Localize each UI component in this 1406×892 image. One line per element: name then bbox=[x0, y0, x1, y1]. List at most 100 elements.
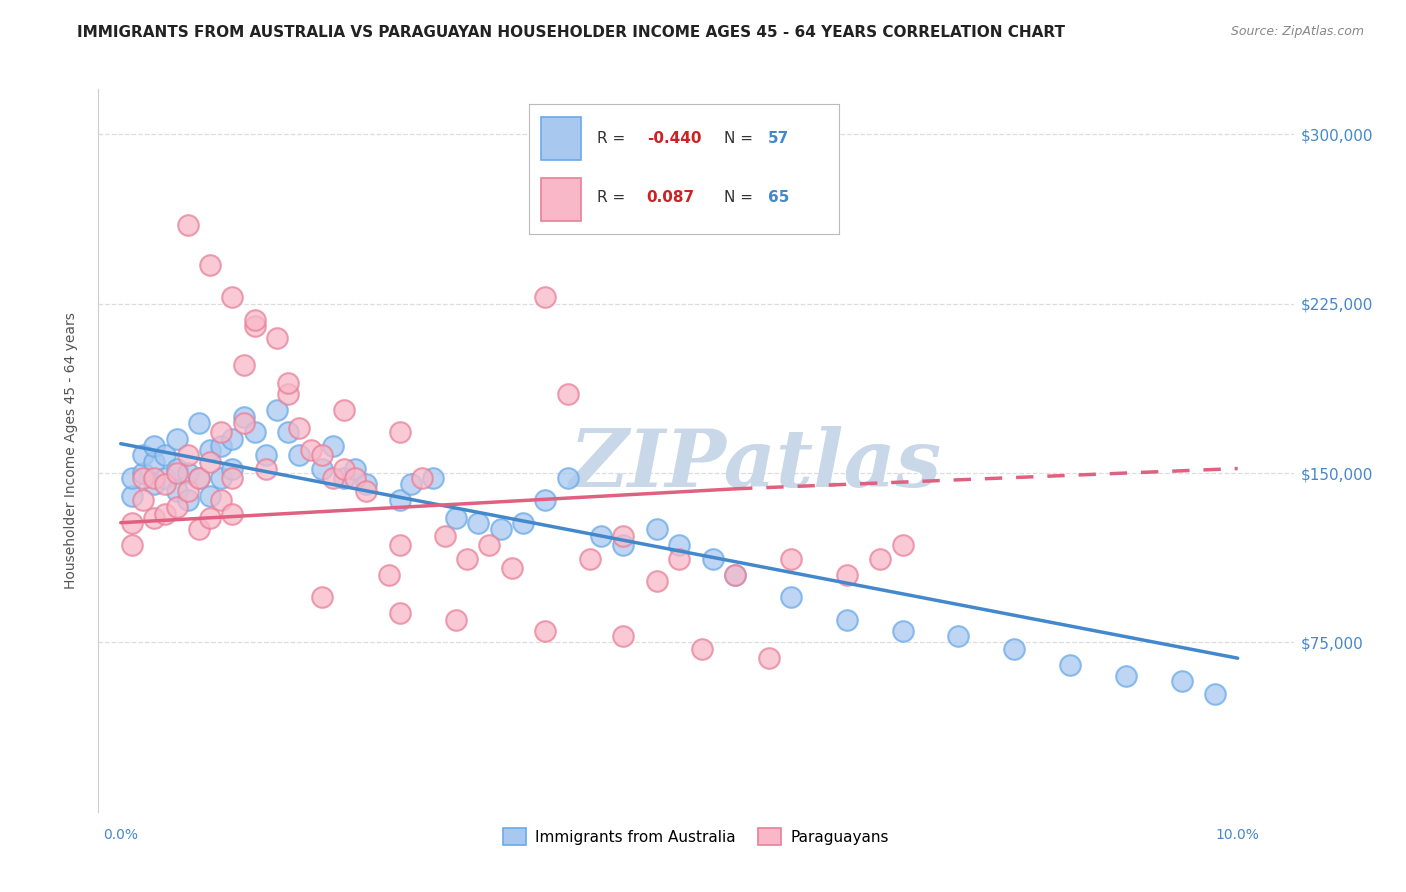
Point bbox=[187, 523, 209, 537]
Point bbox=[311, 591, 333, 605]
Point bbox=[121, 470, 143, 484]
Point bbox=[177, 448, 200, 462]
Point bbox=[198, 443, 221, 458]
Point bbox=[177, 484, 200, 499]
Point bbox=[612, 629, 634, 643]
Point bbox=[891, 624, 914, 639]
Point bbox=[166, 461, 188, 475]
Point bbox=[378, 567, 401, 582]
Point bbox=[143, 455, 166, 469]
Point bbox=[243, 425, 266, 440]
Point bbox=[668, 551, 690, 566]
Text: ZIPatlas: ZIPatlas bbox=[569, 426, 942, 504]
Point bbox=[198, 258, 221, 272]
Point bbox=[645, 523, 668, 537]
Point bbox=[155, 507, 177, 521]
Point bbox=[187, 417, 209, 431]
Point bbox=[288, 421, 311, 435]
Point bbox=[1002, 642, 1025, 657]
Point bbox=[557, 470, 579, 484]
Point bbox=[143, 470, 166, 484]
Point bbox=[198, 489, 221, 503]
Point bbox=[1059, 657, 1081, 672]
Point bbox=[209, 425, 232, 440]
Point bbox=[155, 477, 177, 491]
Point bbox=[209, 493, 232, 508]
Point bbox=[388, 606, 411, 620]
Point bbox=[132, 493, 155, 508]
Point bbox=[155, 470, 177, 484]
Point bbox=[177, 218, 200, 232]
Point bbox=[143, 439, 166, 453]
Text: Source: ZipAtlas.com: Source: ZipAtlas.com bbox=[1230, 25, 1364, 38]
Point bbox=[388, 538, 411, 552]
Point bbox=[232, 417, 254, 431]
Point bbox=[322, 439, 344, 453]
Point bbox=[948, 629, 970, 643]
Point bbox=[143, 477, 166, 491]
Point bbox=[891, 538, 914, 552]
Point bbox=[612, 538, 634, 552]
Point bbox=[467, 516, 489, 530]
Point bbox=[1204, 687, 1226, 701]
Point bbox=[311, 461, 333, 475]
Point bbox=[187, 470, 209, 484]
Point bbox=[344, 470, 367, 484]
Point bbox=[277, 425, 299, 440]
Point bbox=[187, 470, 209, 484]
Point bbox=[132, 466, 155, 480]
Point bbox=[266, 402, 288, 417]
Point bbox=[121, 489, 143, 503]
Point bbox=[668, 538, 690, 552]
Point bbox=[143, 511, 166, 525]
Point bbox=[198, 455, 221, 469]
Point bbox=[1115, 669, 1137, 683]
Point bbox=[422, 470, 444, 484]
Point bbox=[221, 461, 243, 475]
Point bbox=[177, 493, 200, 508]
Point bbox=[311, 448, 333, 462]
Point bbox=[277, 376, 299, 390]
Point bbox=[232, 358, 254, 372]
Point bbox=[166, 500, 188, 514]
Point bbox=[534, 290, 557, 304]
Point bbox=[232, 409, 254, 424]
Point bbox=[1171, 673, 1194, 688]
Point bbox=[356, 484, 378, 499]
Point bbox=[254, 461, 277, 475]
Point bbox=[221, 432, 243, 446]
Point bbox=[166, 432, 188, 446]
Point bbox=[221, 290, 243, 304]
Point bbox=[388, 493, 411, 508]
Point bbox=[444, 613, 467, 627]
Point bbox=[333, 461, 356, 475]
Point bbox=[501, 561, 523, 575]
Point bbox=[299, 443, 322, 458]
Point bbox=[579, 551, 602, 566]
Y-axis label: Householder Income Ages 45 - 64 years: Householder Income Ages 45 - 64 years bbox=[63, 312, 77, 589]
Point bbox=[322, 470, 344, 484]
Point bbox=[121, 516, 143, 530]
Point bbox=[388, 425, 411, 440]
Point bbox=[456, 551, 478, 566]
Point bbox=[288, 448, 311, 462]
Point bbox=[132, 470, 155, 484]
Point bbox=[333, 402, 356, 417]
Point bbox=[835, 567, 858, 582]
Point bbox=[254, 448, 277, 462]
Point bbox=[612, 529, 634, 543]
Point bbox=[221, 470, 243, 484]
Legend: Immigrants from Australia, Paraguayans: Immigrants from Australia, Paraguayans bbox=[496, 822, 896, 851]
Point bbox=[399, 477, 422, 491]
Point bbox=[198, 511, 221, 525]
Point bbox=[758, 651, 780, 665]
Point bbox=[356, 477, 378, 491]
Point bbox=[243, 319, 266, 334]
Point bbox=[645, 574, 668, 589]
Point bbox=[333, 470, 356, 484]
Point bbox=[724, 567, 747, 582]
Point bbox=[266, 330, 288, 344]
Point bbox=[780, 591, 803, 605]
Point bbox=[433, 529, 456, 543]
Point bbox=[209, 439, 232, 453]
